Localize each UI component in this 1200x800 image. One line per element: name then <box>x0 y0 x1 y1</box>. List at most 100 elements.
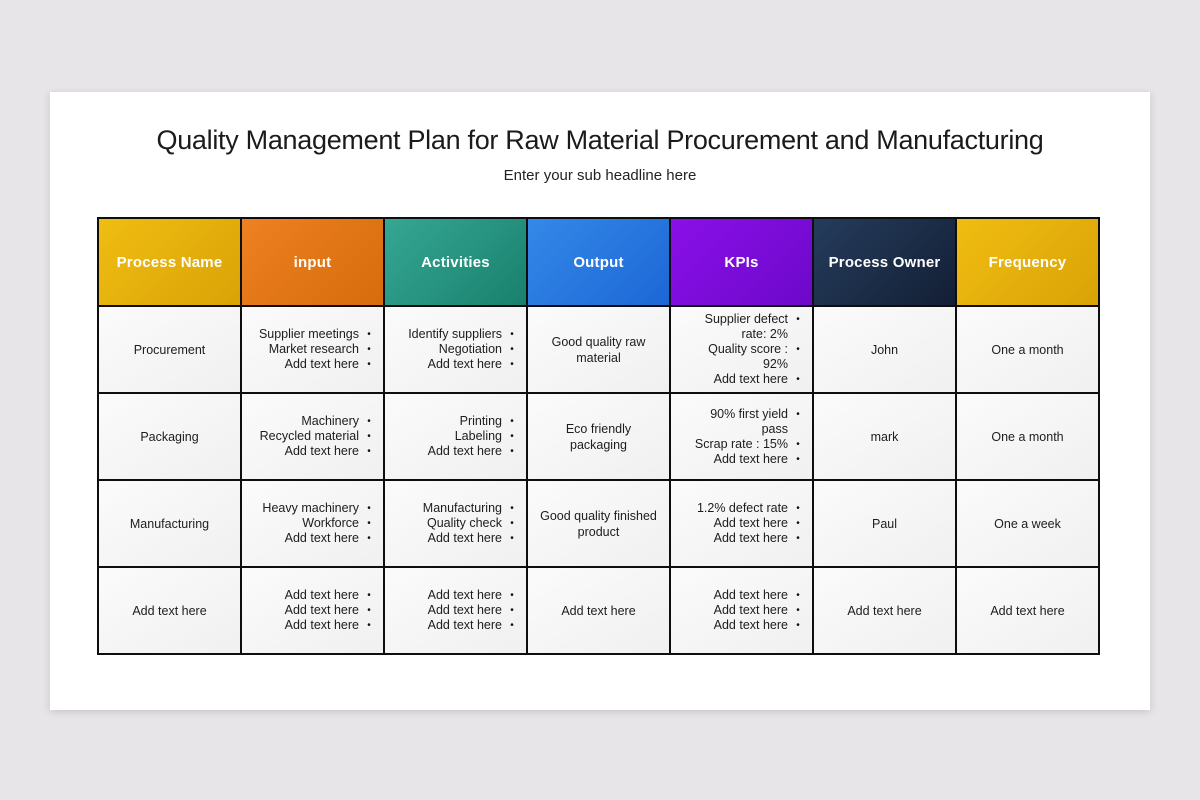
bullet-icon: • <box>367 329 371 340</box>
bullet-icon: • <box>796 518 800 529</box>
cell-frequency: One a month <box>955 305 1100 394</box>
page-subtitle: Enter your sub headline here <box>503 167 697 184</box>
list-item: Add text here • <box>244 603 379 618</box>
bullet-icon: • <box>796 620 800 631</box>
list-item: Quality score : 92% • <box>673 342 808 372</box>
list-item: Labeling • <box>387 429 522 444</box>
list-item: Quality check • <box>387 516 522 531</box>
column-header-label: KPIs <box>724 253 759 271</box>
list-item: Add text here • <box>387 444 522 459</box>
quality-plan-table: Process Name input Activities Output KPI… <box>97 217 1100 655</box>
bullet-icon: • <box>796 374 800 385</box>
bullet-icon: • <box>796 438 800 450</box>
bullet-icon: • <box>510 344 514 355</box>
list-item: Add text here • <box>244 531 379 546</box>
list-item: Scrap rate : 15% • <box>673 437 808 452</box>
column-header-label: Output <box>573 253 624 271</box>
column-header-process-name: Process Name <box>97 217 242 307</box>
list-item: Negotiation • <box>387 342 522 357</box>
list-item: Add text here • <box>244 618 379 633</box>
cell-output: Eco friendly packaging <box>526 392 671 481</box>
cell-frequency: One a month <box>955 392 1100 481</box>
list-item: 1.2% defect rate • <box>673 501 808 516</box>
cell-process-owner: John <box>812 305 957 394</box>
list-item: Printing • <box>387 414 522 429</box>
bullet-icon: • <box>510 431 514 442</box>
cell-output: Good quality finished product <box>526 479 671 568</box>
list-item: Add text here • <box>244 444 379 459</box>
slide-card: Quality Management Plan for Raw Material… <box>50 92 1150 710</box>
column-header-kpis: KPIs <box>669 217 814 307</box>
bullet-icon: • <box>367 446 371 457</box>
bullet-icon: • <box>367 590 371 601</box>
list-item: Add text here • <box>387 531 522 546</box>
list-item: Supplier defect rate: 2% • <box>673 312 808 342</box>
column-header-output: Output <box>526 217 671 307</box>
list-item: Market research • <box>244 342 379 357</box>
column-header-label: input <box>293 253 332 271</box>
column-header-label: Activities <box>421 253 490 271</box>
cell-process-owner: Paul <box>812 479 957 568</box>
cell-kpis: 90% first yield pass • Scrap rate : 15% • … <box>669 392 814 481</box>
bullet-icon: • <box>367 533 371 544</box>
list-item: Add text here • <box>387 618 522 633</box>
list-item: Identify suppliers • <box>387 327 522 342</box>
cell-process-name: Add text here <box>97 566 242 655</box>
bullet-icon: • <box>510 359 514 370</box>
cell-frequency: Add text here <box>955 566 1100 655</box>
column-header-process-owner: Process Owner <box>812 217 957 307</box>
bullet-icon: • <box>510 533 514 544</box>
bullet-icon: • <box>796 605 800 616</box>
cell-output: Good quality raw material <box>526 305 671 394</box>
list-item: Add text here • <box>673 618 808 633</box>
bullet-icon: • <box>367 620 371 631</box>
list-item: 90% first yield pass • <box>673 407 808 437</box>
bullet-icon: • <box>796 314 800 325</box>
table-row: Add text here Add text here • Add text he… <box>97 566 1100 655</box>
bullet-icon: • <box>367 605 371 616</box>
column-header-activities: Activities <box>383 217 528 307</box>
bullet-icon: • <box>510 416 514 427</box>
bullet-icon: • <box>796 503 800 514</box>
cell-process-owner: Add text here <box>812 566 957 655</box>
column-header-input: input <box>240 217 385 307</box>
list-item: Add text here • <box>244 588 379 603</box>
list-item: Add text here • <box>387 603 522 618</box>
table-row: Procurement Supplier meetings • Market re… <box>97 305 1100 394</box>
quality-plan-table-wrap: Process Name input Activities Output KPI… <box>97 217 1100 655</box>
list-item: Add text here • <box>673 588 808 603</box>
bullet-icon: • <box>510 518 514 529</box>
cell-process-name: Manufacturing <box>97 479 242 568</box>
column-header-frequency: Frequency <box>955 217 1100 307</box>
table-row: Packaging Machinery • Recycled material • … <box>97 392 1100 481</box>
list-item: Machinery • <box>244 414 379 429</box>
cell-process-name: Procurement <box>97 305 242 394</box>
bullet-icon: • <box>510 329 514 340</box>
column-header-label: Frequency <box>988 253 1067 271</box>
cell-output: Add text here <box>526 566 671 655</box>
page-title: Quality Management Plan for Raw Material… <box>156 125 1044 155</box>
cell-process-owner: mark <box>812 392 957 481</box>
list-item: Workforce • <box>244 516 379 531</box>
bullet-icon: • <box>367 431 371 442</box>
list-item: Add text here • <box>244 357 379 372</box>
cell-activities: Manufacturing • Quality check • Add text h… <box>383 479 528 568</box>
table-row: Manufacturing Heavy machinery • Workforce… <box>97 479 1100 568</box>
list-item: Heavy machinery • <box>244 501 379 516</box>
bullet-icon: • <box>367 503 371 514</box>
list-item: Manufacturing • <box>387 501 522 516</box>
list-item: Recycled material • <box>244 429 379 444</box>
list-item: Add text here • <box>673 531 808 546</box>
bullet-icon: • <box>367 359 371 370</box>
cell-input: Supplier meetings • Market research • Add … <box>240 305 385 394</box>
cell-kpis: 1.2% defect rate • Add text here • Add tex… <box>669 479 814 568</box>
bullet-icon: • <box>796 533 800 544</box>
cell-kpis: Supplier defect rate: 2% • Quality score … <box>669 305 814 394</box>
cell-process-name: Packaging <box>97 392 242 481</box>
header-row: Process Name input Activities Output KPI… <box>97 217 1100 307</box>
bullet-icon: • <box>510 503 514 514</box>
cell-input: Machinery • Recycled material • Add text h… <box>240 392 385 481</box>
column-header-label: Process Owner <box>828 253 941 271</box>
list-item: Supplier meetings • <box>244 327 379 342</box>
list-item: Add text here • <box>673 452 808 467</box>
